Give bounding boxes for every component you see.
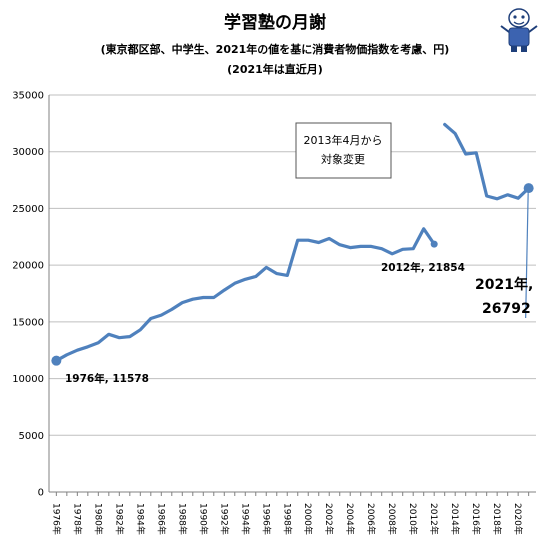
data-point-marker	[51, 355, 62, 366]
chart-subtitle-line2: (2021年は直近月)	[227, 62, 323, 76]
y-tick-label: 30000	[12, 147, 44, 158]
y-tick-label: 25000	[12, 204, 44, 215]
x-tick-label: 2004年	[344, 503, 356, 535]
y-tick-label: 0	[38, 488, 44, 499]
x-tick-label: 1982年	[113, 503, 125, 535]
x-tick-label: 1992年	[218, 503, 230, 535]
plot-area: 0 5000 10000 15000 20000 25000 30000 35000 1976年…	[12, 91, 536, 535]
y-tick-label: 35000	[12, 91, 44, 102]
x-tick-label: 1984年	[134, 503, 146, 535]
x-tick-label: 2016年	[470, 503, 482, 535]
x-tick-label: 2008年	[386, 503, 398, 535]
annotation-end-line1: 2021年,	[475, 276, 533, 293]
annotation-start: 1976年, 11578	[65, 372, 149, 385]
series-line-2013-2021	[443, 122, 531, 201]
annotation-break: 2012年, 21854	[381, 261, 465, 274]
y-tick-label: 15000	[12, 317, 44, 328]
chart-subtitle-line1: (東京都区部、中学生、2021年の値を基に消費者物価指数を考慮、円)	[101, 42, 450, 56]
x-tick-label: 1990年	[197, 503, 209, 535]
x-tick-label: 1976年	[50, 503, 62, 535]
x-tick-label: 1986年	[155, 503, 167, 535]
x-tick-label: 1994年	[239, 503, 251, 535]
x-tick-label: 2010年	[407, 503, 419, 535]
y-tick-label: 5000	[19, 431, 44, 442]
callout-box: 2013年4月から 対象変更	[295, 122, 392, 179]
data-point-marker	[523, 183, 534, 194]
y-tick-label: 10000	[12, 374, 44, 385]
x-tick-label: 2014年	[449, 503, 461, 535]
y-tick-label: 20000	[12, 261, 44, 272]
x-tick-label: 2002年	[323, 503, 335, 535]
x-tick-label: 2000年	[302, 503, 314, 535]
x-tick-label: 1980年	[92, 503, 104, 535]
x-tick-label: 1996年	[260, 503, 272, 535]
mascot-logo	[500, 8, 538, 52]
x-tick-label: 2020年	[512, 503, 524, 535]
annotation-end-line2: 26792	[482, 301, 531, 317]
x-tick-label: 2012年	[428, 503, 440, 535]
x-tick-label: 1978年	[71, 503, 83, 535]
chart-title: 学習塾の月謝	[224, 12, 326, 33]
callout-text-line2: 対象変更	[321, 152, 365, 166]
data-point-marker	[430, 240, 438, 248]
callout-text-line1: 2013年4月から	[304, 133, 383, 147]
x-tick-label: 2018年	[491, 503, 503, 535]
x-tick-label: 2006年	[365, 503, 377, 535]
x-tick-label: 1998年	[281, 503, 293, 535]
series-line-1976-2012	[54, 227, 436, 363]
x-tick-label: 1988年	[176, 503, 188, 535]
leader-line	[525, 193, 529, 319]
